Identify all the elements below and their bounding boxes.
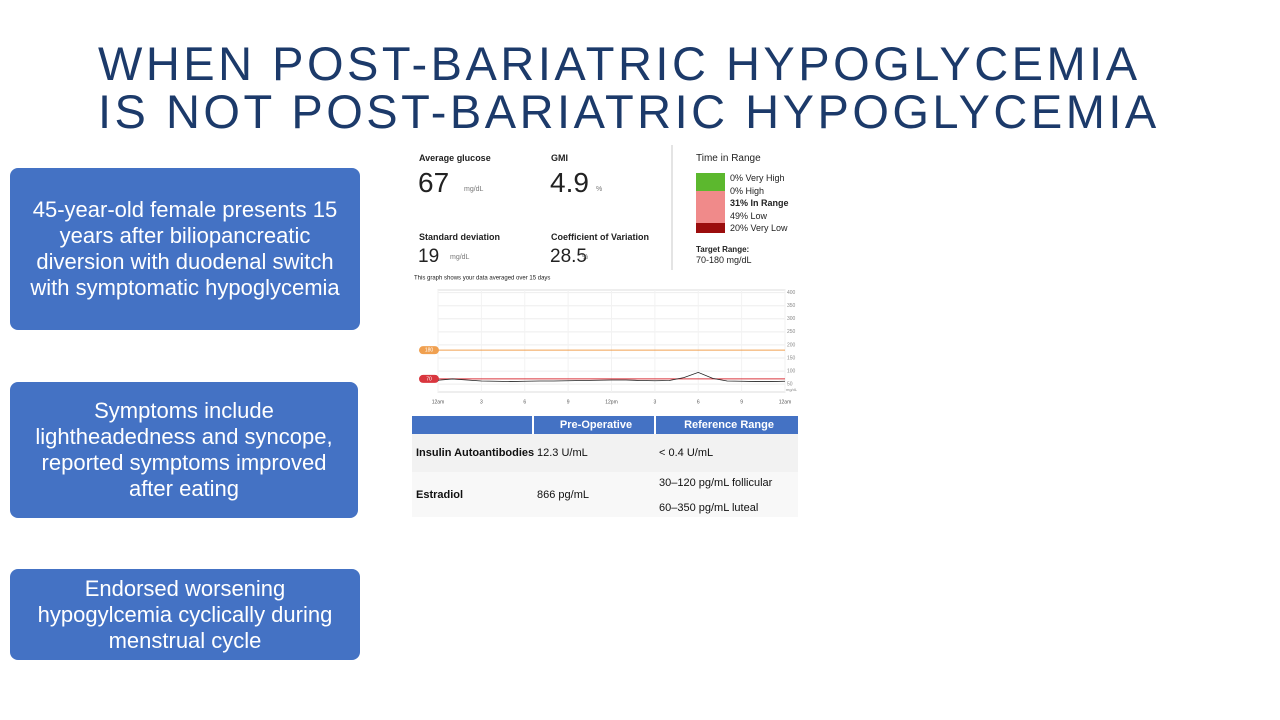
target-badge bbox=[419, 346, 439, 355]
info-box: 45-year-old female presents 15 years aft… bbox=[10, 168, 360, 330]
y-unit: mg/dL bbox=[786, 387, 798, 392]
x-tick-label: 12pm bbox=[605, 399, 618, 405]
stat-unit: % bbox=[596, 186, 603, 193]
row-reference: 30–120 pg/mL follicular bbox=[659, 477, 773, 489]
row-name: Insulin Autoantibodies bbox=[416, 447, 535, 459]
y-tick-label: 300 bbox=[787, 316, 796, 322]
x-tick-label: 12am bbox=[432, 399, 445, 405]
stat-unit: mg/dL bbox=[464, 186, 484, 193]
divider bbox=[671, 145, 673, 270]
tir-label: 20% Very Low bbox=[730, 223, 788, 233]
target-label: 180 bbox=[425, 347, 434, 353]
header-cell: Pre-Operative bbox=[534, 416, 654, 434]
tir-label: 31% In Range bbox=[730, 198, 789, 208]
target-badge bbox=[419, 374, 439, 383]
x-tick-label: 3 bbox=[480, 399, 483, 405]
x-tick-label: 9 bbox=[740, 399, 743, 405]
title-line: WHEN POST-BARIATRIC HYPOGLYCEMIA bbox=[98, 37, 1141, 90]
tir-bar bbox=[696, 173, 725, 191]
tir-label: 0% Very High bbox=[730, 173, 785, 183]
y-tick-label: 150 bbox=[787, 355, 796, 361]
stat-label: GMI bbox=[551, 153, 568, 163]
title-line: IS NOT POST-BARIATRIC HYPOGLYCEMIA bbox=[98, 85, 1160, 138]
row-value: 12.3 U/mL bbox=[537, 447, 588, 459]
stat-value: 67 bbox=[418, 167, 450, 198]
y-tick-label: 350 bbox=[787, 303, 796, 309]
tir-bar bbox=[696, 219, 725, 223]
row-value: 866 pg/mL bbox=[537, 488, 589, 501]
x-tick-label: 6 bbox=[523, 399, 526, 405]
x-tick-label: 6 bbox=[697, 399, 700, 405]
stat-label: Average glucose bbox=[419, 153, 491, 163]
stat-value: 28.5 bbox=[550, 246, 587, 267]
stat-label: Standard deviation bbox=[419, 232, 501, 242]
y-tick-label: 50 bbox=[787, 381, 793, 387]
tir-bar bbox=[696, 193, 725, 219]
header-cell: Reference Range bbox=[656, 416, 798, 434]
median-line bbox=[437, 371, 786, 382]
row-reference: 60–350 pg/mL luteal bbox=[659, 502, 759, 514]
target-label: 70 bbox=[426, 376, 432, 382]
y-tick-label: 250 bbox=[787, 329, 796, 335]
y-tick-label: 200 bbox=[787, 342, 796, 348]
row-bg bbox=[412, 472, 798, 517]
y-tick-label: 400 bbox=[787, 290, 796, 296]
x-tick-label: 12am bbox=[779, 399, 792, 405]
tir-title: Time in Range bbox=[696, 153, 761, 164]
stat-unit: mg/dL bbox=[450, 254, 470, 261]
row-name: Estradiol bbox=[416, 488, 464, 501]
tir-bar bbox=[696, 223, 725, 233]
tir-label: 0% High bbox=[730, 185, 765, 196]
stat-value: 19 bbox=[418, 246, 440, 267]
target-range: 70-180 mg/dL bbox=[696, 255, 752, 265]
row-reference: < 0.4 U/mL bbox=[659, 447, 714, 459]
agp-chart: This graph shows your data averaged over… bbox=[414, 276, 798, 406]
target-label: Target Range: bbox=[696, 245, 750, 254]
tir-bar bbox=[696, 191, 725, 193]
x-tick-label: 3 bbox=[653, 399, 656, 405]
row-bg bbox=[412, 434, 798, 472]
stat-value: 4.9 bbox=[550, 167, 589, 198]
info-box: Symptoms include lightheadedness and syn… bbox=[10, 382, 358, 518]
stat-label: Coefficient of Variation bbox=[551, 232, 650, 242]
y-tick-label: 100 bbox=[787, 368, 796, 374]
x-tick-label: 9 bbox=[567, 399, 570, 405]
chart-caption: This graph shows your data averaged over… bbox=[414, 276, 550, 282]
header-cell bbox=[412, 416, 532, 434]
info-box: Endorsed worsening hypogylcemia cyclical… bbox=[10, 569, 360, 660]
stat-unit: % bbox=[582, 254, 589, 261]
tir-label: 49% Low bbox=[730, 210, 768, 221]
